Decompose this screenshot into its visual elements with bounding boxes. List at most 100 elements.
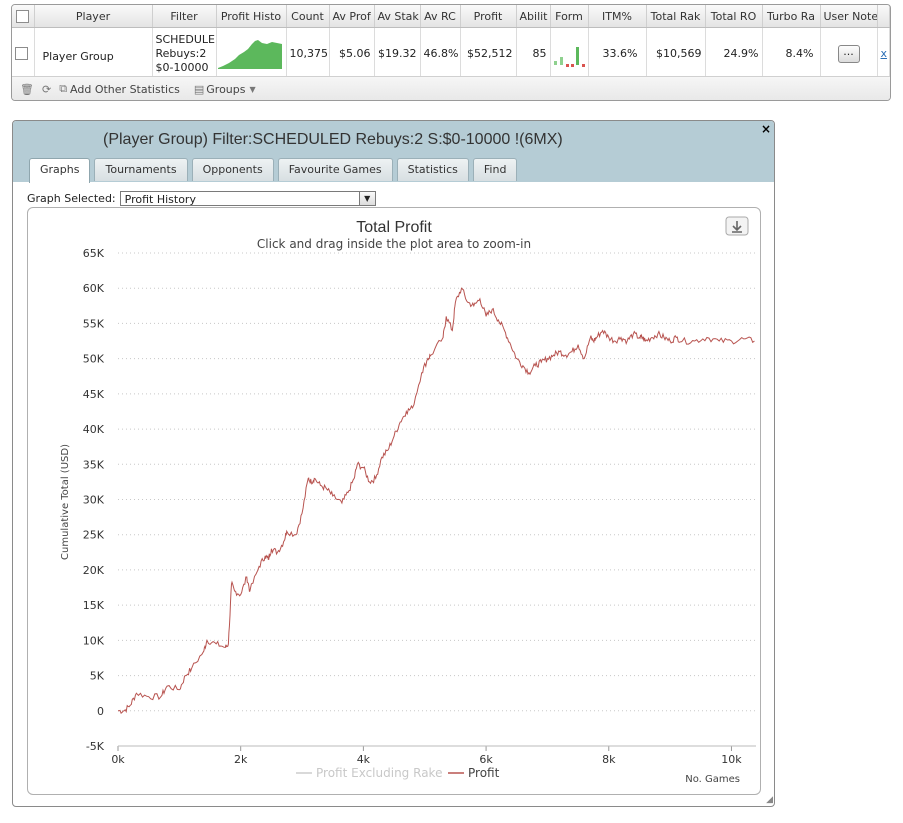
chart-frame[interactable]: Total Profit Click and drag inside the p…: [27, 207, 761, 795]
turbo-ratio-value: 8.4%: [762, 27, 821, 80]
y-tick-label: 60K: [83, 282, 105, 295]
y-tick-label: 20K: [83, 564, 105, 577]
total-roi-value: 24.9%: [705, 27, 763, 80]
y-tick-label: 5K: [90, 670, 105, 683]
series-line-profit[interactable]: [118, 287, 755, 715]
itm-value: 33.6%: [588, 27, 647, 80]
col-header-extra: [877, 5, 890, 28]
col-header-profit-history[interactable]: Profit Histo: [216, 5, 287, 28]
col-header-filter[interactable]: Filter: [152, 5, 217, 28]
av-stake-value: $19.32: [374, 27, 421, 80]
filter-line-2: Rebuys:2: [155, 46, 207, 60]
legend: Profit Excluding Rake Profit: [296, 766, 500, 780]
y-tick-label: 30K: [83, 494, 105, 507]
y-tick-label: 65K: [83, 247, 105, 260]
col-header-av-stake[interactable]: Av Stak: [374, 5, 421, 28]
tab-favourite-games[interactable]: Favourite Games: [277, 158, 393, 181]
col-header-turbo-ratio[interactable]: Turbo Ra: [762, 5, 821, 28]
filter-line-1: SCHEDULE: [155, 32, 216, 46]
stats-footer: 🗑 ⟳ ⧉ Add Other Statistics ▤ Groups ▼: [12, 76, 890, 100]
y-tick-label: 35K: [83, 458, 105, 471]
tab-tournaments[interactable]: Tournaments: [94, 158, 188, 181]
groups-icon[interactable]: ▤: [193, 82, 205, 96]
refresh-icon[interactable]: ⟳: [41, 82, 52, 96]
chart-subtitle: Click and drag inside the plot area to z…: [257, 237, 531, 251]
graph-select-dropdown[interactable]: Profit History ▼: [119, 191, 376, 206]
x-tick-label: 6k: [479, 753, 493, 766]
window-header[interactable]: (Player Group) Filter:SCHEDULED Rebuys:2…: [13, 121, 774, 183]
table-row[interactable]: Player Group SCHEDULE Rebuys:2 $0-10000 …: [12, 27, 890, 80]
chart-title: Total Profit: [356, 219, 432, 236]
y-tick-label: 10K: [83, 634, 105, 647]
tab-statistics[interactable]: Statistics: [396, 158, 469, 181]
chevron-down-icon[interactable]: ▼: [358, 192, 375, 205]
x-axis-label: No. Games: [685, 774, 740, 785]
stats-header-row: Player Filter Profit Histo Count Av Prof…: [12, 5, 890, 28]
col-header-profit[interactable]: Profit: [460, 5, 517, 28]
player-name: Player Group: [34, 27, 153, 80]
groups-dropdown[interactable]: Groups: [206, 82, 246, 96]
y-axis-label: Cumulative Total (USD): [60, 444, 71, 560]
graph-select-row: Graph Selected: Profit History ▼: [27, 191, 376, 206]
col-header-itm[interactable]: ITM%: [588, 5, 647, 28]
col-header-total-rake[interactable]: Total Rak: [646, 5, 706, 28]
legend-profit[interactable]: Profit: [468, 766, 500, 780]
count-value: 10,375: [286, 27, 330, 80]
filter-line-3: $0-10000: [155, 60, 209, 74]
download-button[interactable]: [725, 216, 749, 236]
profit-history-sparkline: [216, 27, 287, 80]
col-header-av-profit[interactable]: Av Prof: [329, 5, 375, 28]
profit-value: $52,512: [460, 27, 517, 80]
av-profit-value: $5.06: [329, 27, 375, 80]
x-tick-label: 10k: [721, 753, 742, 766]
sparkline-icon: [217, 40, 282, 69]
legend-profit-excluding-rake[interactable]: Profit Excluding Rake: [316, 766, 442, 780]
y-tick-label: 55K: [83, 317, 105, 330]
form-bars-icon: [553, 47, 585, 67]
row-checkbox[interactable]: [12, 27, 35, 80]
add-other-statistics-button[interactable]: Add Other Statistics: [70, 82, 180, 96]
col-header-av-roi[interactable]: Av RC: [420, 5, 461, 28]
col-header-total-roi[interactable]: Total RO: [705, 5, 763, 28]
y-tick-label: -5K: [86, 740, 105, 753]
col-header-form[interactable]: Form: [550, 5, 589, 28]
resize-grip-icon[interactable]: ◢: [766, 795, 773, 805]
stats-table: Player Filter Profit Histo Count Av Prof…: [12, 5, 890, 80]
download-icon: [732, 221, 742, 233]
trash-icon[interactable]: 🗑: [20, 82, 34, 96]
user-note-button[interactable]: ...: [837, 44, 860, 63]
x-tick-label: 2k: [234, 753, 248, 766]
add-stats-icon[interactable]: ⧉: [59, 82, 68, 95]
graph-select-value: Profit History: [124, 193, 196, 206]
y-tick-label: 40K: [83, 423, 105, 436]
profit-chart[interactable]: Total Profit Click and drag inside the p…: [28, 208, 760, 794]
y-tick-label: 15K: [83, 599, 105, 612]
av-roi-value: 46.8%: [420, 27, 461, 80]
col-header-player[interactable]: Player: [34, 5, 153, 28]
graph-selected-label: Graph Selected:: [27, 192, 116, 205]
tab-graphs[interactable]: Graphs: [29, 158, 91, 183]
y-tick-label: 45K: [83, 388, 105, 401]
select-all-checkbox[interactable]: [12, 5, 35, 28]
close-icon[interactable]: ×: [760, 122, 771, 136]
user-note-cell: ...: [820, 27, 878, 80]
window-title: (Player Group) Filter:SCHEDULED Rebuys:2…: [103, 131, 563, 148]
x-tick-label: 4k: [357, 753, 371, 766]
tab-find[interactable]: Find: [472, 158, 518, 181]
filter-cell: SCHEDULE Rebuys:2 $0-10000: [152, 27, 217, 80]
chevron-down-icon[interactable]: ▼: [249, 84, 256, 94]
y-tick-label: 0: [97, 705, 104, 718]
total-rake-value: $10,569: [646, 27, 706, 80]
col-header-user-note[interactable]: User Note: [820, 5, 878, 28]
y-tick-label: 25K: [83, 529, 105, 542]
graph-window: (Player Group) Filter:SCHEDULED Rebuys:2…: [12, 120, 775, 807]
ability-value: 85: [516, 27, 551, 80]
tab-bar: Graphs Tournaments Opponents Favourite G…: [29, 158, 521, 183]
extra-link[interactable]: x: [877, 27, 890, 80]
tab-opponents[interactable]: Opponents: [191, 158, 274, 181]
col-header-count[interactable]: Count: [286, 5, 330, 28]
stats-panel: Player Filter Profit Histo Count Av Prof…: [11, 4, 891, 101]
x-tick-label: 8k: [602, 753, 616, 766]
x-tick-label: 0k: [111, 753, 125, 766]
col-header-ability[interactable]: Abilit: [516, 5, 551, 28]
